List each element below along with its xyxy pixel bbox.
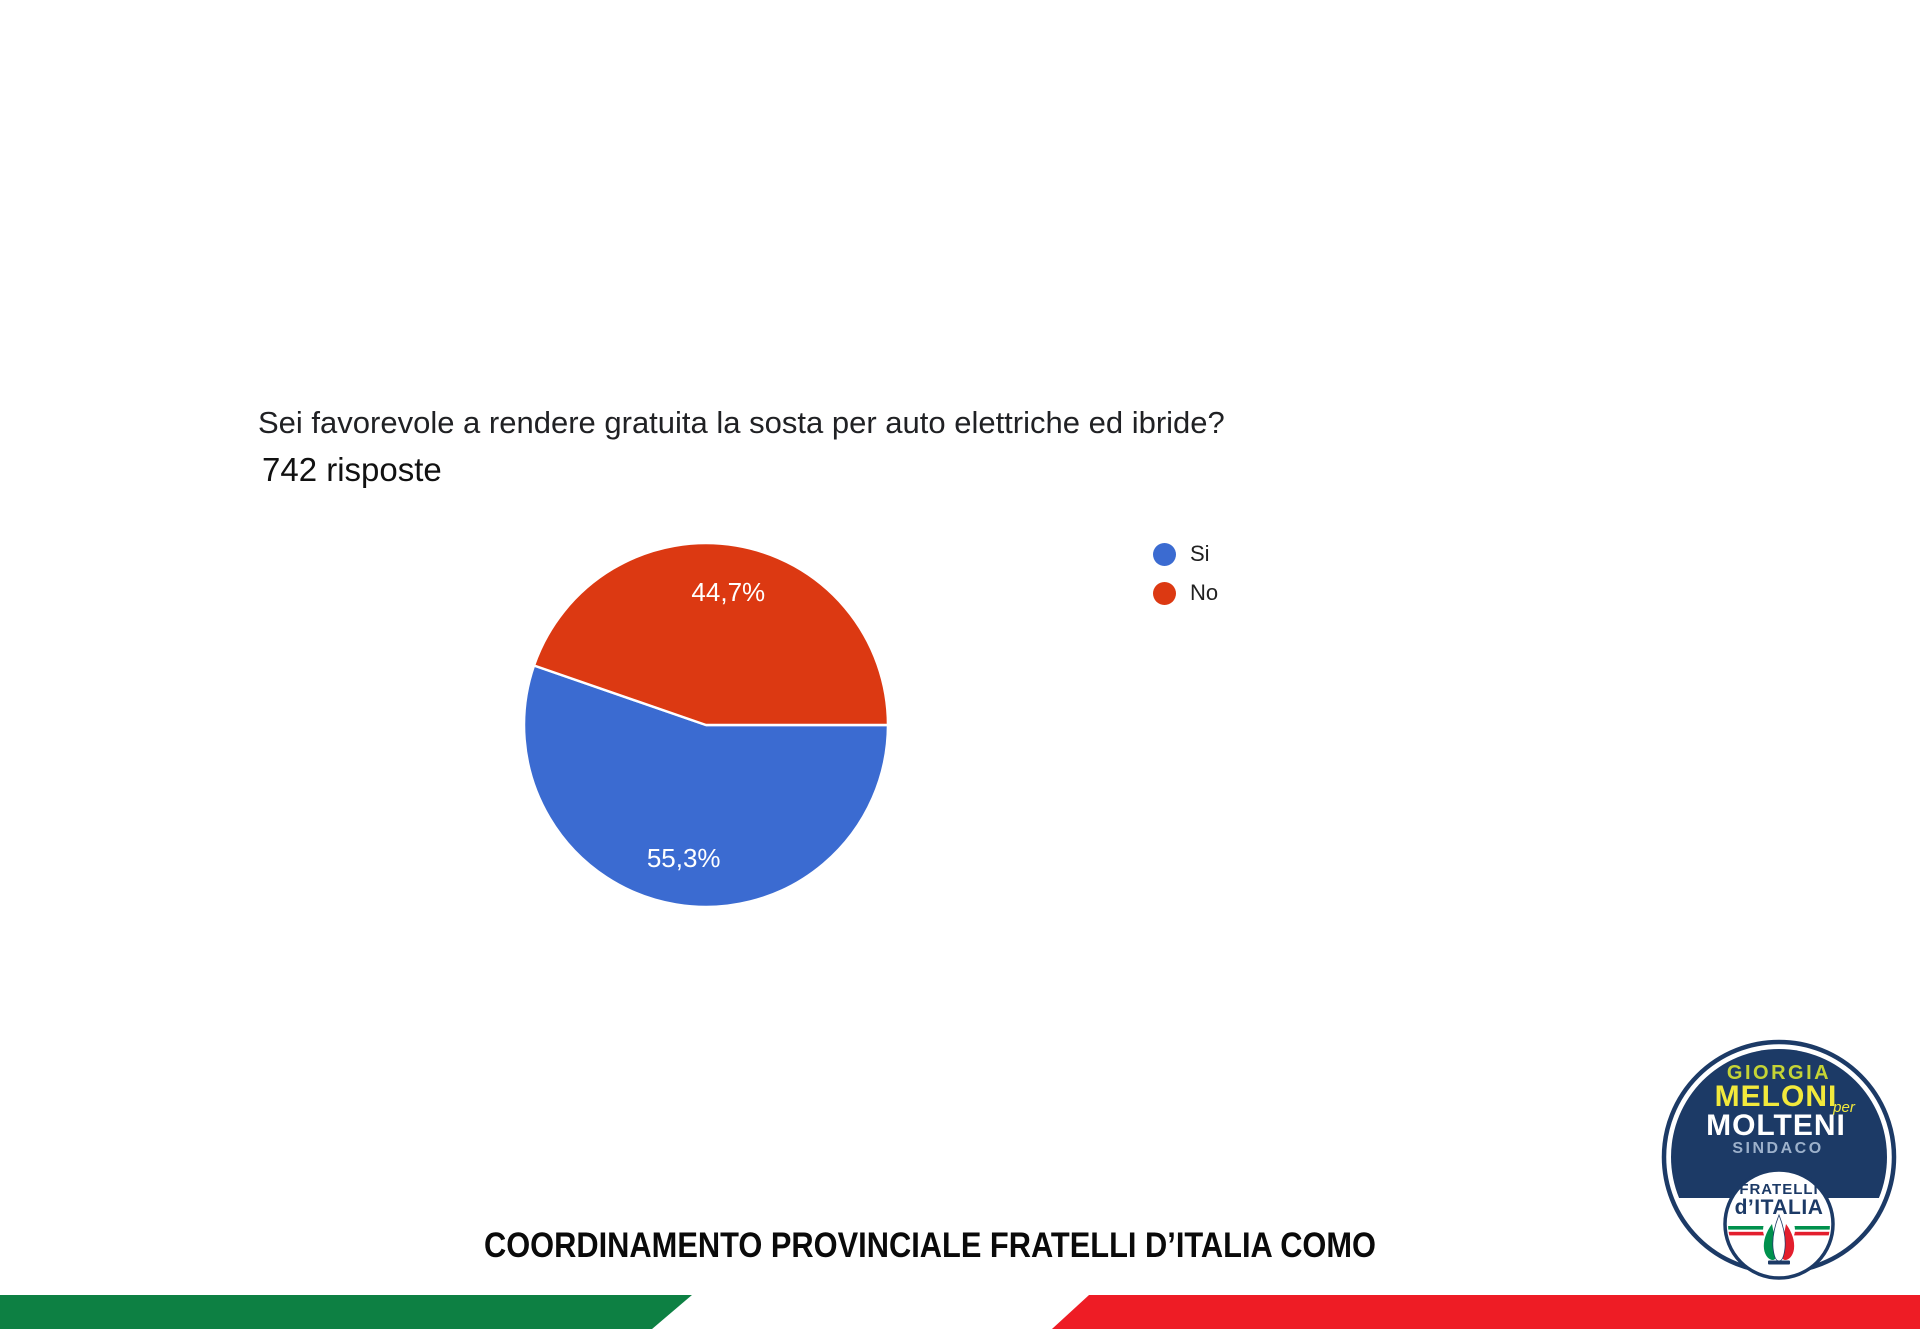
badge-role: SINDACO: [1732, 1140, 1823, 1157]
badge-connector: per: [1832, 1099, 1856, 1116]
badge-svg: GIORGIA MELONI per MOLTENI SINDACO FRATE…: [1661, 1039, 1897, 1280]
badge-navy-dome: [1671, 1049, 1887, 1198]
legend-dot-si-icon: [1153, 542, 1176, 566]
pie-label-no: 44,7%: [691, 577, 765, 607]
badge-party-line1: FRATELLI: [1739, 1181, 1818, 1198]
question-title: Sei favorevole a rendere gratuita la sos…: [258, 405, 1225, 440]
campaign-badge-logo: GIORGIA MELONI per MOLTENI SINDACO FRATE…: [1659, 1034, 1899, 1284]
pie-label-si: 55,3%: [647, 843, 721, 873]
legend-label-no: No: [1190, 580, 1219, 605]
badge-party-line2: d’ITALIA: [1735, 1196, 1824, 1219]
flag-band-green: [0, 1295, 692, 1329]
flame-base: [1768, 1260, 1790, 1265]
legend-dot-no-icon: [1153, 581, 1176, 605]
badge-main-name: MELONI: [1715, 1080, 1838, 1113]
badge-top-name: GIORGIA: [1727, 1062, 1831, 1084]
flag-band-red: [1051, 1295, 1920, 1329]
footer-title: COORDINAMENTO PROVINCIALE FRATELLI D’ITA…: [483, 1226, 1377, 1265]
pie-chart-svg: 55,3% 44,7%: [522, 541, 890, 909]
badge-candidate: MOLTENI: [1706, 1109, 1846, 1142]
pie-slice-no[interactable]: [532, 541, 890, 727]
pie-chart: 55,3% 44,7%: [496, 515, 916, 935]
italian-flag-band: [0, 1295, 1920, 1329]
tricolor-flame-icon: [1763, 1213, 1795, 1265]
legend-item-si: Si: [1153, 538, 1218, 570]
responses-count: 742 risposte: [262, 451, 442, 488]
legend-label-si: Si: [1190, 541, 1210, 566]
legend-item-no: No: [1153, 577, 1218, 609]
chart-legend: Si No: [1153, 538, 1218, 616]
